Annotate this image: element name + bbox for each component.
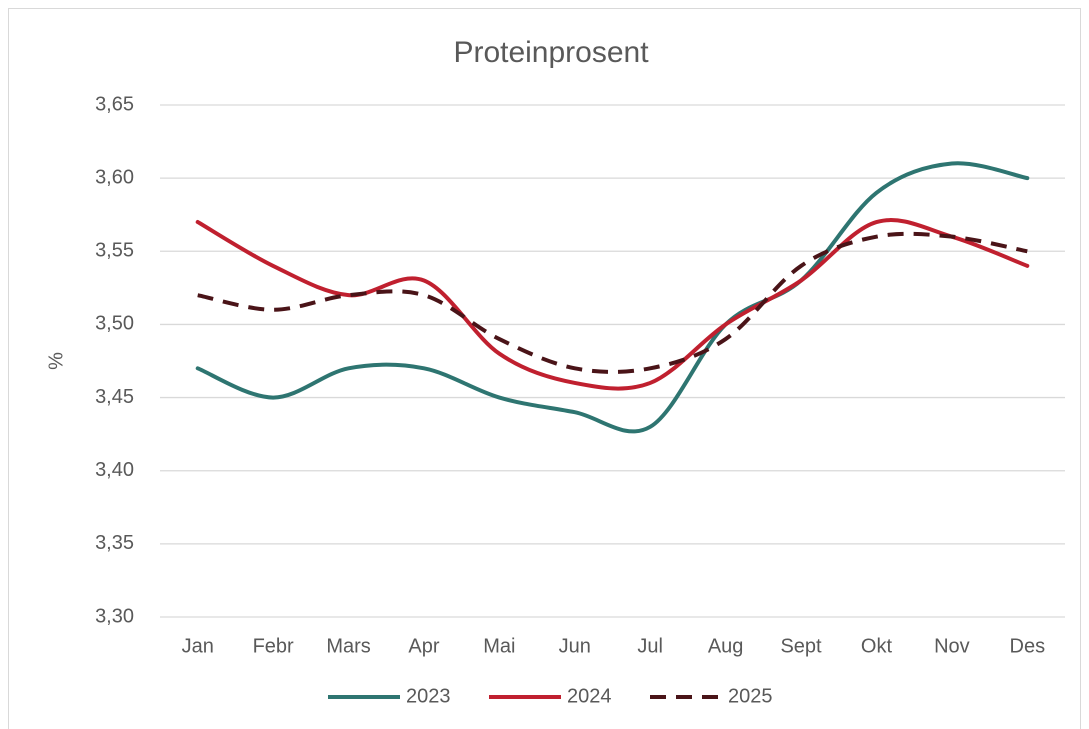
- y-tick-label: 3,40: [95, 459, 134, 481]
- y-tick-label: 3,55: [95, 240, 134, 262]
- chart-title: Proteinprosent: [453, 36, 649, 69]
- x-tick-label: Des: [1010, 635, 1046, 657]
- legend-label: 2023: [406, 685, 451, 707]
- series-line: [195, 218, 1030, 391]
- x-tick-label: Okt: [861, 635, 893, 657]
- series-line: [197, 231, 1028, 374]
- chart-border: [8, 8, 1081, 729]
- x-tick-label: Sept: [780, 635, 822, 657]
- y-tick-label: 3,50: [95, 313, 134, 335]
- x-tick-label: Nov: [934, 635, 970, 657]
- series-line: [195, 161, 1030, 434]
- y-tick-label: 3,65: [95, 93, 134, 115]
- x-tick-label: Jul: [637, 635, 663, 657]
- legend-label: 2025: [728, 685, 773, 707]
- x-tick-label: Febr: [253, 635, 294, 657]
- x-tick-label: Apr: [408, 635, 439, 657]
- y-tick-label: 3,35: [95, 532, 134, 554]
- x-tick-label: Mai: [483, 635, 515, 657]
- legend-label: 2024: [567, 685, 612, 707]
- x-tick-label: Mars: [326, 635, 370, 657]
- y-tick-label: 3,30: [95, 605, 134, 627]
- y-axis-label: %: [45, 352, 67, 370]
- x-tick-label: Jun: [559, 635, 591, 657]
- y-tick-label: 3,60: [95, 166, 134, 188]
- x-tick-label: Jan: [182, 635, 214, 657]
- y-tick-label: 3,45: [95, 386, 134, 408]
- x-tick-label: Aug: [708, 635, 744, 657]
